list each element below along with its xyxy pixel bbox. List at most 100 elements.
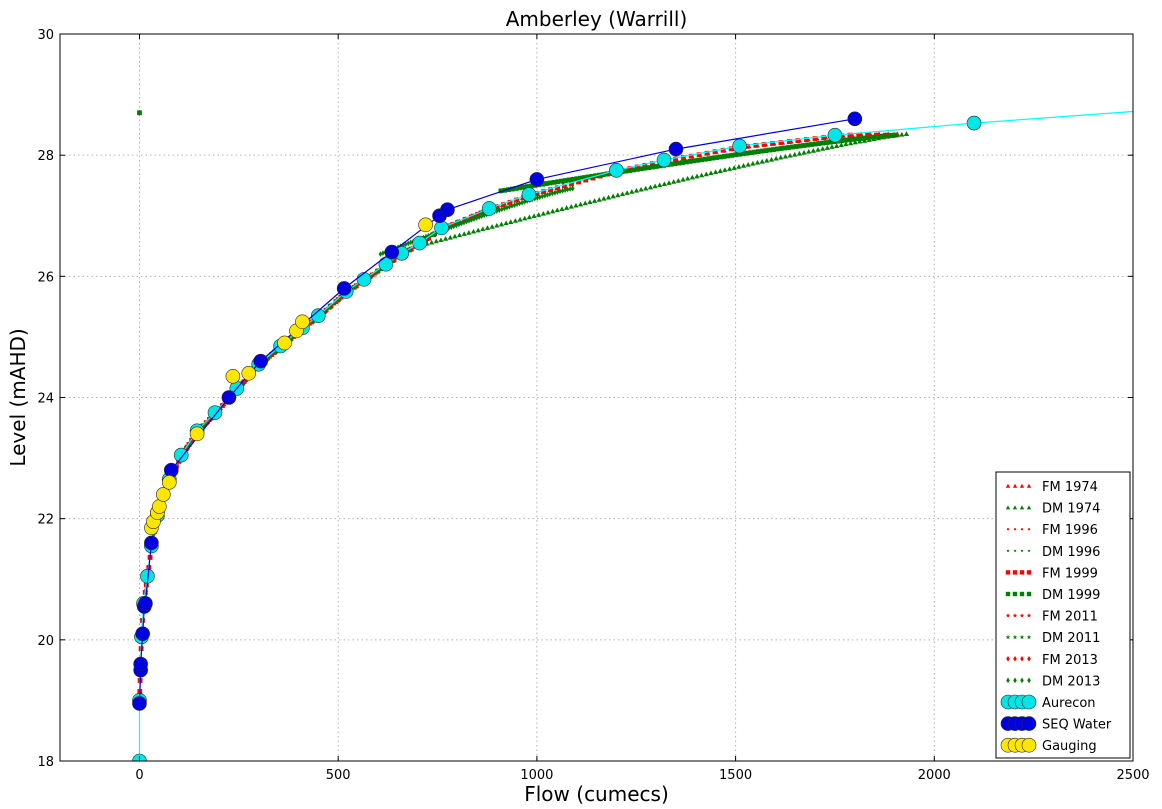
series-point bbox=[531, 213, 537, 219]
series-point bbox=[838, 137, 845, 144]
y-axis-title: Level (mAHD) bbox=[6, 328, 30, 466]
series-point bbox=[135, 626, 150, 642]
legend-label: Aurecon bbox=[1042, 696, 1096, 711]
legend-label: DM 2011 bbox=[1042, 631, 1100, 646]
y-tick-label: 18 bbox=[37, 755, 54, 770]
series-point bbox=[778, 154, 784, 160]
series-point bbox=[520, 199, 524, 206]
series-fm-2011 bbox=[136, 132, 898, 761]
series-point bbox=[517, 184, 523, 191]
legend-marker bbox=[1012, 570, 1018, 575]
y-tick-label: 26 bbox=[37, 270, 54, 285]
series-point bbox=[538, 194, 542, 200]
series-point bbox=[502, 205, 507, 212]
series-point bbox=[132, 696, 147, 711]
series-point bbox=[512, 202, 517, 208]
series-point bbox=[550, 208, 556, 214]
series-point bbox=[634, 166, 640, 172]
series-point bbox=[470, 228, 477, 234]
series-point bbox=[717, 154, 724, 160]
series-aurecon bbox=[132, 110, 1133, 761]
series-point bbox=[773, 155, 779, 161]
series-point bbox=[418, 217, 433, 233]
series-point bbox=[708, 170, 714, 176]
legend-marker bbox=[1026, 613, 1032, 618]
series-seq-water bbox=[132, 111, 863, 711]
series-point bbox=[755, 148, 762, 154]
series-point bbox=[855, 132, 862, 138]
legend-box bbox=[995, 471, 1131, 759]
series-point bbox=[797, 143, 803, 149]
series-point bbox=[834, 143, 840, 149]
series-point bbox=[736, 164, 742, 169]
series-point bbox=[542, 188, 547, 195]
legend-marker bbox=[1021, 716, 1037, 731]
legend-marker bbox=[1027, 677, 1031, 684]
series-point bbox=[672, 156, 679, 162]
series-point bbox=[351, 284, 357, 290]
y-tick-label: 24 bbox=[37, 392, 54, 407]
legend-marker bbox=[1012, 591, 1018, 597]
series-point bbox=[505, 204, 509, 211]
series-point bbox=[240, 380, 246, 386]
series-point bbox=[497, 207, 502, 214]
series-point bbox=[751, 149, 758, 155]
legend-label: DM 1996 bbox=[1042, 545, 1100, 560]
series-point bbox=[740, 163, 747, 168]
series-point bbox=[459, 220, 464, 227]
series-point bbox=[676, 160, 682, 166]
series-point bbox=[721, 153, 727, 159]
series-point bbox=[452, 233, 458, 239]
series-point bbox=[873, 132, 880, 138]
series-point bbox=[515, 196, 520, 203]
series-point bbox=[570, 185, 575, 192]
series-point bbox=[581, 174, 587, 180]
legend-label: FM 2011 bbox=[1042, 610, 1098, 625]
legend-marker bbox=[1019, 483, 1025, 488]
series-point bbox=[649, 164, 656, 170]
series-point bbox=[786, 138, 793, 144]
series-point bbox=[452, 223, 456, 230]
series-point bbox=[517, 200, 522, 207]
plot-area-data bbox=[132, 109, 1133, 761]
series-point bbox=[808, 141, 815, 147]
series-point bbox=[434, 229, 438, 236]
series-point bbox=[672, 160, 678, 166]
series-point bbox=[671, 179, 677, 184]
legend-label: DM 1974 bbox=[1042, 502, 1100, 517]
series-point bbox=[609, 163, 624, 178]
legend-entry: Gauging bbox=[1000, 737, 1097, 754]
series-point bbox=[560, 187, 565, 194]
series-point bbox=[852, 139, 858, 145]
series-dm-1996 bbox=[138, 111, 896, 579]
series-point bbox=[753, 142, 759, 148]
series-point bbox=[601, 195, 607, 201]
x-tick-label: 500 bbox=[326, 768, 351, 783]
y-tick-label: 28 bbox=[37, 149, 54, 164]
series-point bbox=[806, 148, 812, 154]
series-point bbox=[643, 185, 649, 191]
series-point bbox=[354, 282, 359, 289]
series-point bbox=[515, 201, 519, 208]
legend-entry: FM 2011 bbox=[1005, 610, 1098, 625]
series-point bbox=[561, 183, 568, 189]
series-point bbox=[510, 203, 514, 209]
series-point bbox=[623, 168, 629, 174]
series-fm-1999 bbox=[137, 132, 897, 761]
series-point bbox=[704, 150, 710, 156]
series-point bbox=[804, 142, 811, 148]
legend-marker bbox=[1027, 549, 1031, 552]
legend-marker bbox=[1027, 528, 1031, 531]
legend-marker bbox=[1006, 549, 1010, 552]
legend-marker bbox=[1020, 677, 1024, 684]
series-point bbox=[694, 173, 700, 179]
series-point bbox=[545, 209, 551, 215]
series-point bbox=[575, 179, 582, 185]
series-point bbox=[766, 147, 773, 153]
series-point bbox=[481, 201, 497, 216]
series-point bbox=[477, 214, 481, 221]
series-point bbox=[551, 179, 557, 185]
series-point bbox=[470, 213, 474, 220]
series-point bbox=[629, 189, 635, 194]
series-point bbox=[564, 205, 570, 210]
